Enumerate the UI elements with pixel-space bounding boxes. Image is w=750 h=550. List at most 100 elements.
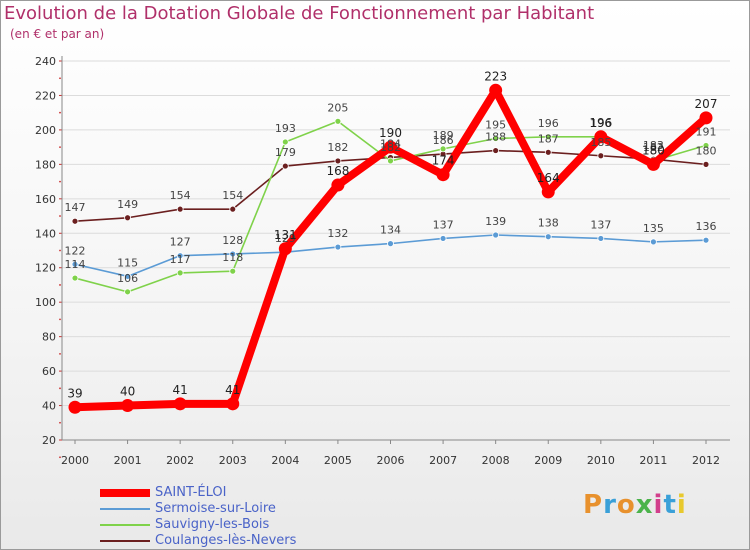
- series-point-2: [544, 133, 552, 141]
- data-label: 180: [642, 143, 665, 157]
- x-tick-label: 2011: [639, 454, 667, 467]
- x-tick-label: 2003: [219, 454, 247, 467]
- data-label: 41: [173, 383, 188, 397]
- chart-subtitle: (en € et par an): [10, 27, 105, 41]
- data-label: 114: [65, 258, 86, 271]
- data-label: 131: [274, 228, 297, 242]
- series-point-3: [176, 205, 184, 213]
- data-label: 127: [170, 236, 191, 249]
- y-minor-tick: [59, 421, 61, 424]
- logo-letter: r: [603, 490, 617, 520]
- data-label: 129: [275, 232, 296, 245]
- series-point-1: [334, 243, 342, 251]
- series-point-0: [173, 397, 187, 411]
- series-point-1: [492, 231, 500, 239]
- data-label: 135: [643, 222, 664, 235]
- logo-letter: x: [635, 490, 654, 520]
- data-label: 117: [170, 253, 191, 266]
- data-label: 187: [538, 132, 559, 145]
- data-label: 154: [170, 189, 191, 202]
- series-point-1: [387, 240, 394, 248]
- series-point-1: [176, 252, 184, 260]
- y-tick-label: 40: [42, 400, 56, 413]
- y-tick-label: 220: [35, 89, 56, 102]
- data-label: 41: [225, 383, 240, 397]
- legend-item: Coulanges-lès-Nevers: [100, 533, 360, 549]
- series-point-2: [71, 274, 79, 282]
- x-tick-label: 2005: [324, 454, 352, 467]
- series-point-2: [229, 267, 237, 275]
- data-label: 186: [433, 134, 454, 147]
- series-point-3: [71, 217, 79, 225]
- series-point-0: [278, 242, 292, 256]
- legend-swatch: [100, 524, 150, 526]
- series-point-1: [702, 236, 710, 244]
- y-tick-label: 160: [35, 193, 56, 206]
- series-point-3: [334, 157, 342, 165]
- series-point-1: [71, 260, 79, 268]
- x-tick-label: 2000: [61, 454, 89, 467]
- series-point-2: [439, 145, 447, 153]
- series-point-0: [121, 399, 135, 413]
- series-point-3: [702, 160, 710, 168]
- y-tick-label: 20: [42, 434, 56, 447]
- logo-letter: i: [676, 490, 687, 520]
- data-label: 137: [433, 218, 454, 231]
- legend-label: Sermoise-sur-Loire: [155, 501, 276, 516]
- y-tick-label: 60: [42, 365, 56, 378]
- data-label: 179: [275, 146, 296, 159]
- data-label: 39: [67, 386, 82, 400]
- data-label: 182: [327, 141, 348, 154]
- series-point-0: [384, 140, 397, 154]
- data-label: 128: [222, 234, 243, 247]
- logo-letter: P: [583, 490, 604, 520]
- series-point-2: [492, 135, 500, 142]
- series-point-2: [702, 142, 710, 149]
- data-label: 137: [590, 218, 611, 231]
- x-tick-label: 2001: [114, 454, 142, 467]
- legend-label: Sauvigny-les-Bois: [155, 517, 270, 532]
- data-label: 136: [696, 220, 717, 233]
- data-label: 207: [695, 97, 718, 111]
- legend-swatch: [100, 540, 150, 542]
- series-point-1: [439, 235, 447, 242]
- data-label: 223: [484, 69, 507, 83]
- series-point-0: [594, 130, 608, 144]
- data-label: 118: [222, 251, 243, 264]
- legend-swatch: [100, 508, 150, 510]
- data-label: 196: [590, 117, 611, 130]
- series-point-3: [492, 147, 500, 154]
- x-tick-label: 2008: [482, 454, 510, 467]
- data-label: 182: [643, 141, 664, 154]
- series-point-1: [650, 238, 657, 246]
- y-minor-tick: [59, 215, 61, 217]
- series-point-3: [124, 214, 131, 222]
- data-label: 182: [380, 141, 401, 154]
- legend-item: Sauvigny-les-Bois: [100, 517, 360, 533]
- data-label: 184: [380, 137, 401, 150]
- series-point-1: [597, 235, 605, 242]
- y-minor-tick: [59, 180, 61, 183]
- series-point-0: [489, 83, 503, 97]
- series-point-2: [176, 269, 184, 277]
- x-tick-label: 2006: [377, 454, 405, 467]
- grid: [62, 60, 730, 441]
- data-label: 185: [590, 136, 611, 149]
- legend-item: SAINT-ÉLOI: [100, 485, 360, 501]
- series-point-3: [229, 205, 237, 213]
- legend-label: Coulanges-lès-Nevers: [155, 533, 297, 548]
- y-tick-label: 120: [35, 262, 56, 275]
- data-label: 180: [696, 144, 717, 157]
- series-point-3: [544, 148, 552, 156]
- x-tick-label: 2004: [271, 454, 299, 467]
- x-tick-label: 2009: [534, 454, 562, 467]
- data-label: 196: [589, 116, 612, 130]
- data-label: 193: [275, 122, 296, 135]
- data-label: 196: [538, 117, 559, 130]
- series-lines: [68, 83, 713, 414]
- x-tick-label: 2012: [692, 454, 720, 467]
- series-point-0: [541, 185, 555, 199]
- data-label: 168: [326, 164, 349, 178]
